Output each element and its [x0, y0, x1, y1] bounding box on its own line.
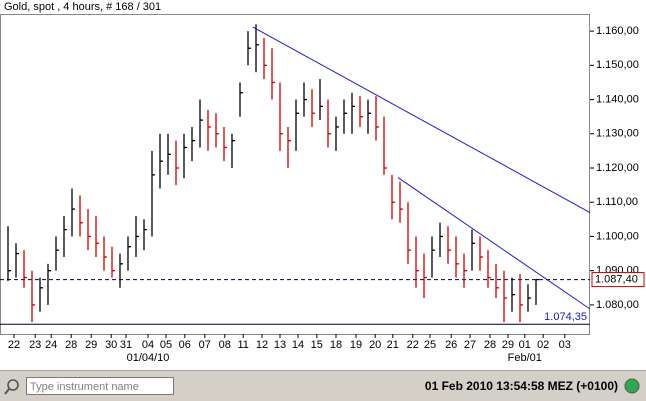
x-tick-label: 28	[65, 339, 77, 351]
x-tick-label: 15	[311, 339, 323, 351]
instrument-search[interactable]: Type instrument name	[26, 377, 174, 395]
timestamp: 01 Feb 2010 13:54:58 MEZ (+0100)	[424, 379, 618, 393]
x-tick-label: 19	[350, 339, 362, 351]
trend-line	[252, 26, 591, 213]
price-label-box	[591, 272, 645, 288]
x-tick-label: 21	[387, 339, 399, 351]
y-tick-label: 1.080,00	[596, 299, 639, 311]
y-tick-label: 1.150,00	[596, 59, 639, 71]
trend-line	[397, 177, 591, 310]
chart-title: Gold, spot , 4 hours, # 168 / 301	[4, 1, 161, 13]
y-tick-label: 1.120,00	[596, 162, 639, 174]
search-icon	[4, 379, 19, 395]
x-tick-label: 31	[120, 339, 132, 351]
x-tick-label: 23	[29, 339, 41, 351]
x-sub-label: Feb/01	[508, 352, 542, 364]
x-tick-label: 06	[179, 339, 191, 351]
chart: Gold, spot , 4 hours, # 168 / 301 1.080,…	[0, 1, 645, 364]
y-tick-label: 1.100,00	[596, 230, 639, 242]
x-tick-label: 25	[424, 339, 436, 351]
x-tick-label: 28	[484, 339, 496, 351]
y-tick-label: 1.160,00	[596, 25, 639, 37]
x-tick-label: 01	[519, 339, 531, 351]
x-tick-label: 03	[559, 339, 571, 351]
toolbar: Type instrument name 01 Feb 2010 13:54:5…	[0, 370, 646, 401]
x-tick-label: 22	[407, 339, 419, 351]
price-label: 1.074,35	[544, 311, 587, 323]
price-label: 1.087,40	[595, 273, 638, 285]
x-tick-label: 05	[160, 339, 172, 351]
y-tick-label: 1.110,00	[596, 196, 638, 208]
x-tick-label: 24	[45, 339, 57, 351]
x-tick-label: 08	[219, 339, 231, 351]
x-tick-label: 02	[537, 339, 549, 351]
status-light	[624, 378, 640, 394]
x-tick-label: 29	[502, 339, 514, 351]
x-tick-label: 20	[369, 339, 381, 351]
x-sub-label: 01/04/10	[127, 352, 170, 364]
plot-frame	[0, 14, 590, 335]
x-tick-label: 26	[445, 339, 457, 351]
x-tick-label: 11	[237, 339, 248, 351]
x-tick-label: 29	[85, 339, 97, 351]
x-tick-label: 14	[292, 339, 304, 351]
y-tick-label: 1.140,00	[596, 93, 639, 105]
x-tick-label: 07	[199, 339, 211, 351]
x-tick-label: 27	[464, 339, 476, 351]
x-tick-label: 13	[274, 339, 286, 351]
x-tick-label: 18	[330, 339, 342, 351]
x-tick-label: 22	[8, 339, 20, 351]
y-tick-label: 1.130,00	[596, 128, 639, 140]
x-tick-label: 04	[142, 339, 154, 351]
x-tick-label: 12	[256, 339, 268, 351]
x-tick-label: 30	[105, 339, 117, 351]
